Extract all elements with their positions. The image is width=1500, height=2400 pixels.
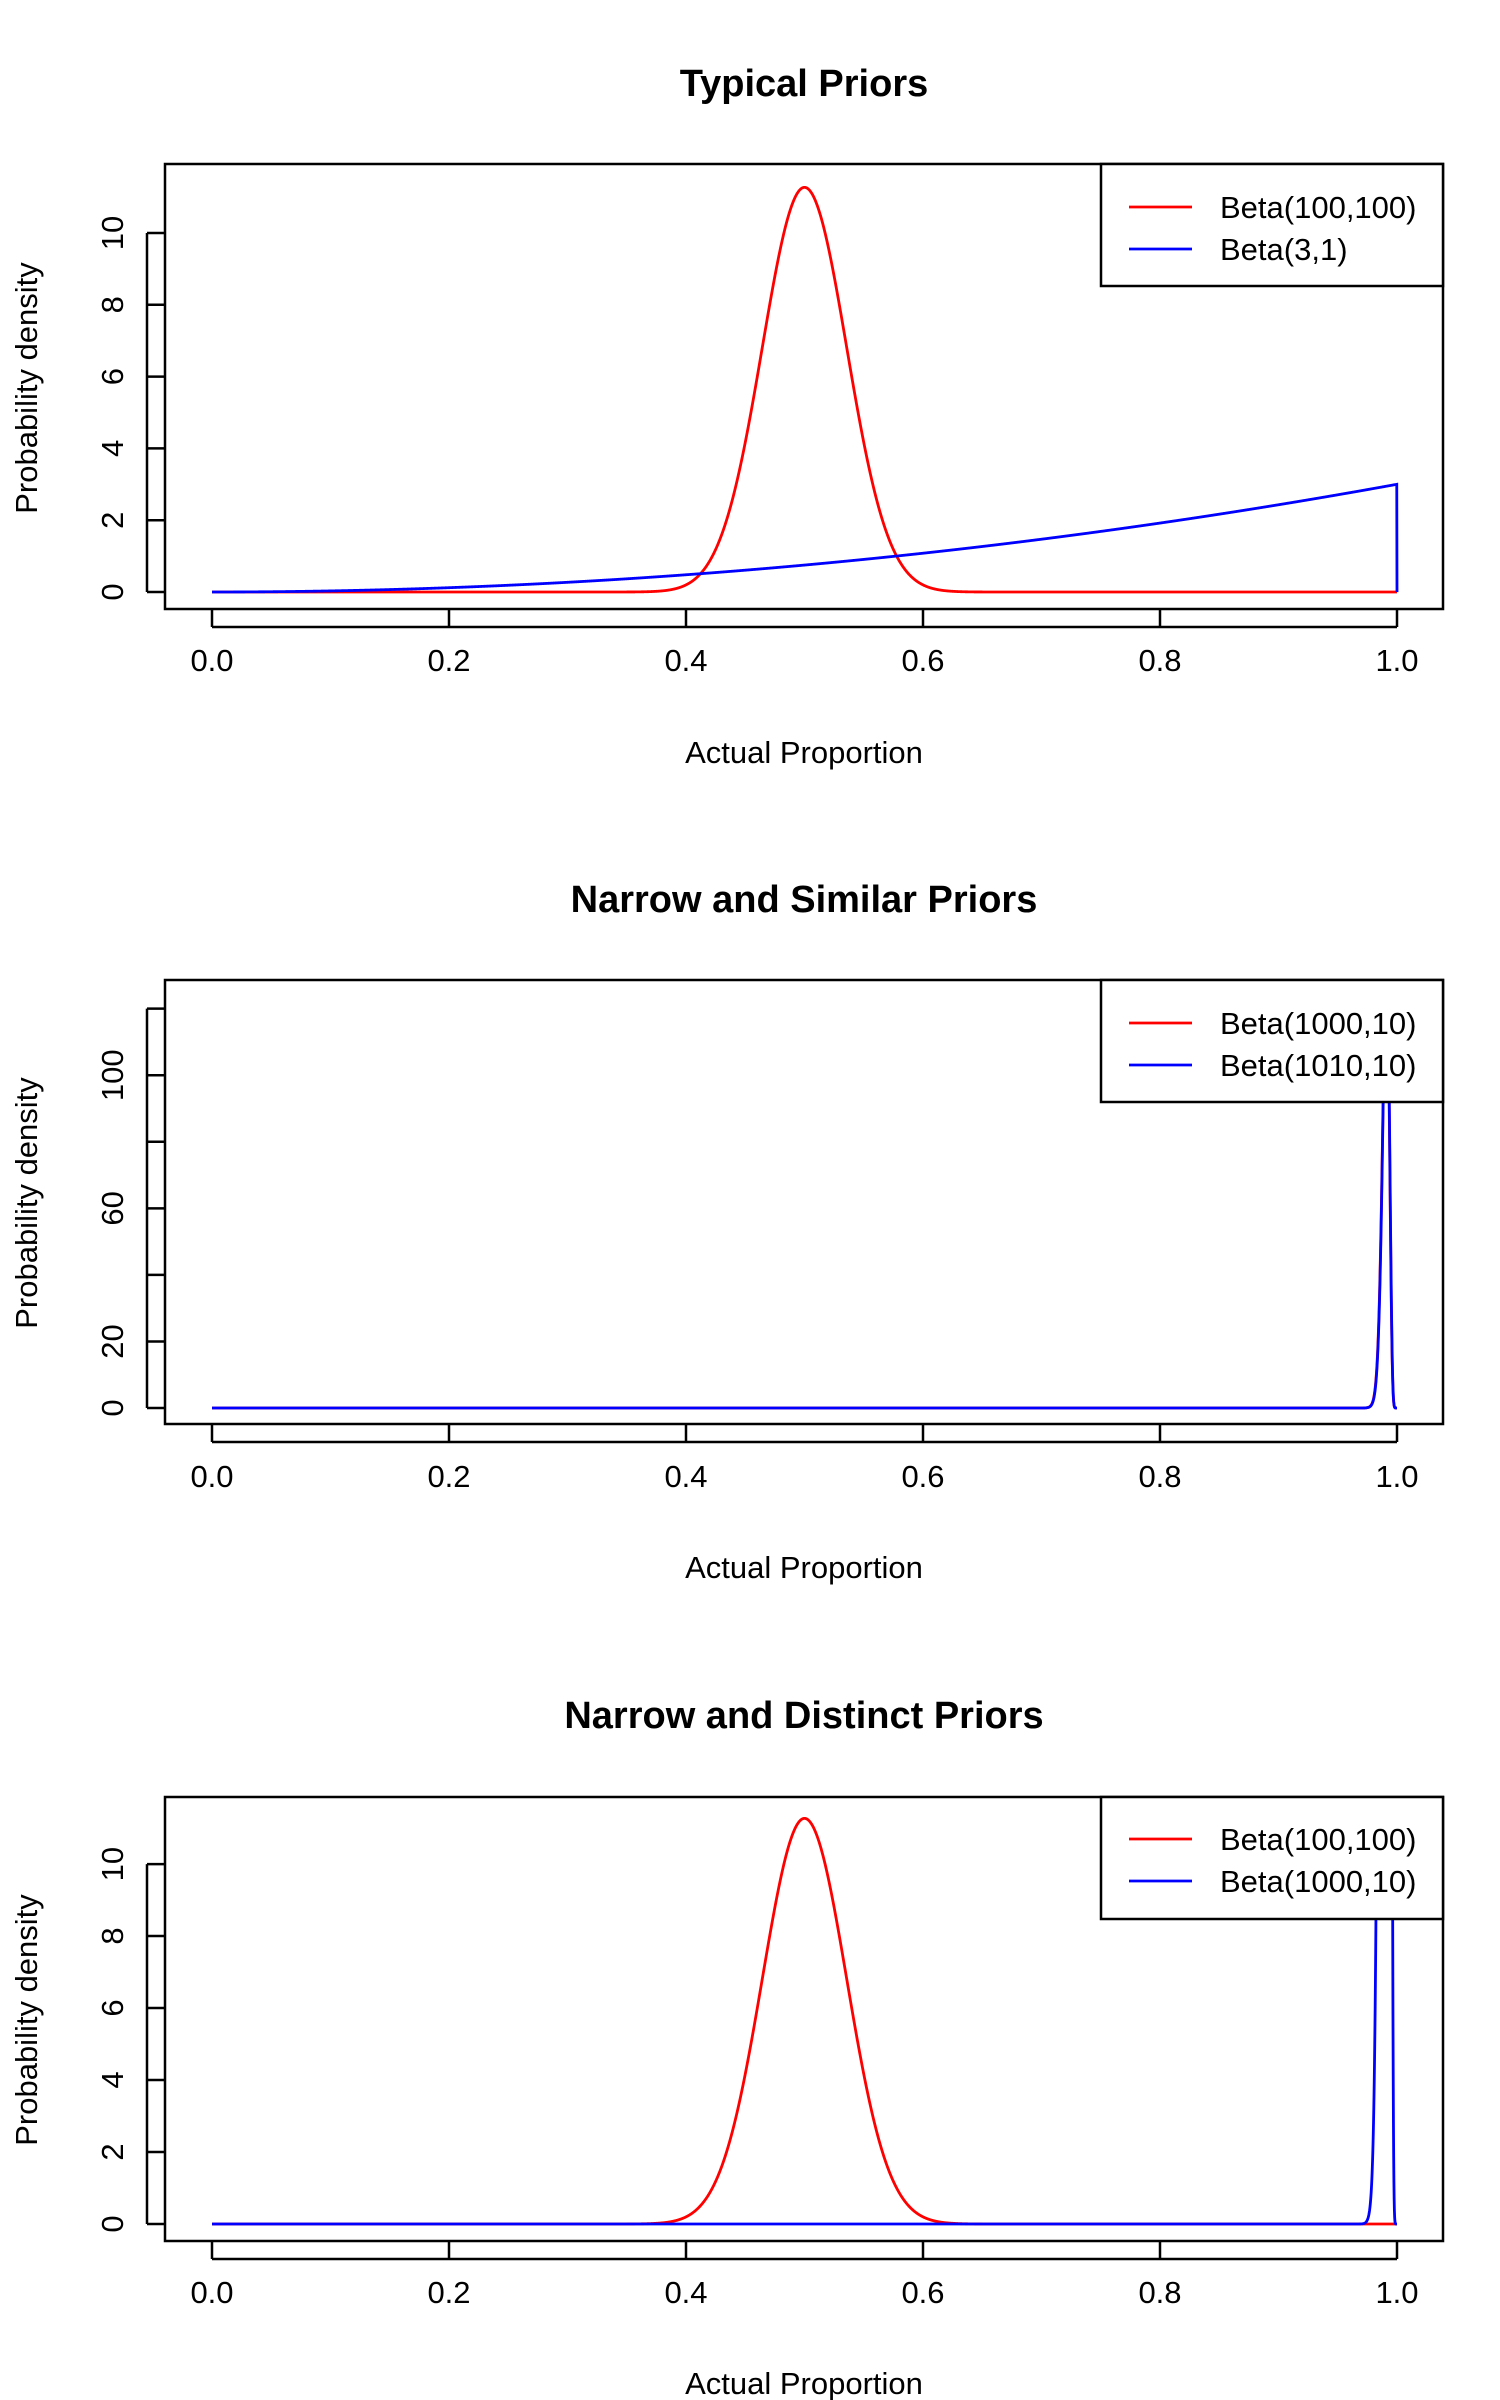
legend-label-2: Beta(1010,10)	[1220, 1048, 1416, 1083]
x-tick-label: 0.0	[190, 643, 233, 678]
x-tick-label: 1.0	[1375, 2275, 1418, 2310]
plot-marks: 0.0 0.2 0.4 0.6 0.8 1.0 0 20 60 100	[95, 978, 1445, 1494]
legend-label-2: Beta(1000,10)	[1220, 1864, 1416, 1899]
legend-label-1: Beta(100,100)	[1220, 1822, 1416, 1857]
y-tick-label: 10	[95, 1847, 130, 1881]
y-tick-label: 100	[95, 1049, 130, 1101]
x-tick-label: 0.8	[1138, 643, 1181, 678]
series-line-2	[212, 980, 1397, 1410]
plot-frame	[163, 1795, 1445, 2243]
chart-panel-typical-priors: Typical Priors Actual Proportion Probabi…	[9, 63, 1445, 770]
plot-frame	[163, 162, 1445, 611]
x-axis-label: Actual Proportion	[685, 1550, 923, 1585]
legend: Beta(100,100) Beta(1000,10)	[1099, 1795, 1445, 1921]
plot-frame	[163, 978, 1445, 1426]
legend-box	[1099, 1795, 1445, 1921]
legend: Beta(1000,10) Beta(1010,10)	[1099, 978, 1445, 1104]
y-tick-label: 2	[95, 2143, 130, 2160]
x-axis-label: Actual Proportion	[685, 735, 923, 770]
legend-label-1: Beta(1000,10)	[1220, 1006, 1416, 1041]
x-tick-label: 0.6	[901, 1459, 944, 1494]
x-axis-label: Actual Proportion	[685, 2366, 923, 2400]
x-tick-label: 0.8	[1138, 2275, 1181, 2310]
y-axis-label: Probability density	[9, 1894, 44, 2146]
legend-label-1: Beta(100,100)	[1220, 190, 1416, 225]
y-tick-label: 2	[95, 512, 130, 529]
y-tick-label: 10	[95, 216, 130, 250]
x-tick-label: 0.8	[1138, 1459, 1181, 1494]
chart-title: Typical Priors	[680, 63, 929, 105]
legend-label-2: Beta(3,1)	[1220, 232, 1348, 267]
y-tick-label: 0	[95, 583, 130, 600]
y-tick-label: 6	[95, 1999, 130, 2016]
y-axis-label: Probability density	[9, 1077, 44, 1329]
series-line-2	[212, 482, 1399, 594]
chart-title: Narrow and Distinct Priors	[564, 1695, 1043, 1737]
plot-marks: 0.0 0.2 0.4 0.6 0.8 1.0 0 2 4 6 8 10	[95, 162, 1445, 678]
plot-marks: 0.0 0.2 0.4 0.6 0.8 1.0 0 2 4 6 8 10	[95, 1795, 1445, 2310]
legend: Beta(100,100) Beta(3,1)	[1099, 162, 1445, 288]
series-line-1	[212, 185, 1397, 594]
y-tick-label: 8	[95, 1927, 130, 1944]
y-tick-label: 20	[95, 1324, 130, 1358]
y-tick-label: 6	[95, 368, 130, 385]
series-line-2	[212, 1797, 1397, 2226]
legend-box	[1099, 162, 1445, 288]
y-tick-label: 4	[95, 440, 130, 457]
legend-box	[1099, 978, 1445, 1104]
x-tick-label: 0.0	[190, 2275, 233, 2310]
x-tick-label: 0.4	[664, 1459, 707, 1494]
x-tick-label: 0.6	[901, 643, 944, 678]
x-tick-label: 0.0	[190, 1459, 233, 1494]
y-axis-label: Probability density	[9, 262, 44, 514]
x-tick-label: 1.0	[1375, 643, 1418, 678]
x-tick-label: 0.2	[427, 643, 470, 678]
x-tick-label: 1.0	[1375, 1459, 1418, 1494]
x-tick-label: 0.2	[427, 2275, 470, 2310]
chart-title: Narrow and Similar Priors	[571, 879, 1038, 921]
x-tick-label: 0.6	[901, 2275, 944, 2310]
y-tick-label: 8	[95, 296, 130, 313]
x-tick-label: 0.4	[664, 2275, 707, 2310]
x-tick-label: 0.4	[664, 643, 707, 678]
x-tick-label: 0.2	[427, 1459, 470, 1494]
y-tick-label: 60	[95, 1191, 130, 1225]
y-tick-label: 0	[95, 2215, 130, 2232]
chart-panel-narrow-similar-priors: Narrow and Similar Priors Actual Proport…	[9, 879, 1445, 1585]
y-tick-label: 4	[95, 2071, 130, 2088]
y-tick-label: 0	[95, 1399, 130, 1416]
chart-panel-narrow-distinct-priors: Narrow and Distinct Priors Actual Propor…	[9, 1695, 1445, 2400]
